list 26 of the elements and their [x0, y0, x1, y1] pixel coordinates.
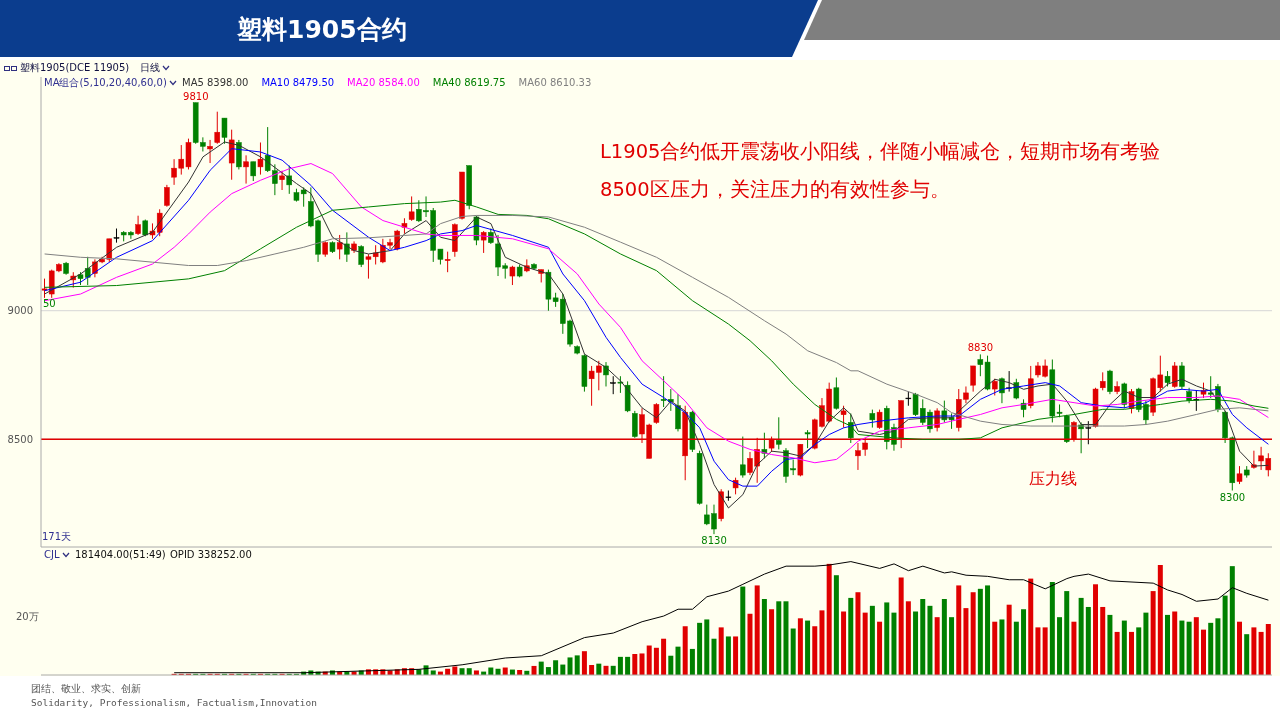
annotation: L1905合约低开震荡收小阳线，伴随小幅减仓，短期市场有考验: [600, 140, 1161, 164]
annotation: 8830: [967, 342, 994, 354]
annotation: 8130: [701, 535, 727, 547]
annotation: 171天: [42, 531, 72, 543]
annotation: 50: [43, 298, 56, 310]
text: MA40 8619.75: [432, 77, 506, 89]
annotation: 8500区压力，关注压力的有效性参与。: [600, 178, 950, 202]
annotation: MA组合(5,10,20,40,60,0): [44, 77, 167, 89]
text: Solidarity, Professionalism, Factualism,Innovation: [31, 697, 317, 709]
y-tick-label: 9000: [7, 305, 33, 317]
text: MA5 8398.00: [182, 77, 249, 89]
text: CJL: [44, 549, 60, 561]
text: 团结、敬业、求实、创新: [31, 683, 141, 695]
text: MA20 8584.00: [347, 77, 420, 89]
ref-line-label: 压力线: [1028, 469, 1077, 489]
text: MA60 8610.33: [518, 77, 592, 89]
text: 塑料1905(DCE 11905): [20, 62, 130, 74]
text: 181404.00(51:49): [75, 549, 166, 561]
text: 日线: [140, 62, 160, 74]
text: OPID 338252.00: [170, 549, 252, 561]
annotation: 8300: [1219, 491, 1246, 503]
text: 20万: [16, 611, 39, 623]
y-tick-label: 8500: [7, 433, 33, 445]
text: MA10 8479.50: [261, 77, 335, 89]
chart-title: 塑料1905合约: [237, 14, 407, 46]
annotation: 9810: [183, 90, 209, 102]
